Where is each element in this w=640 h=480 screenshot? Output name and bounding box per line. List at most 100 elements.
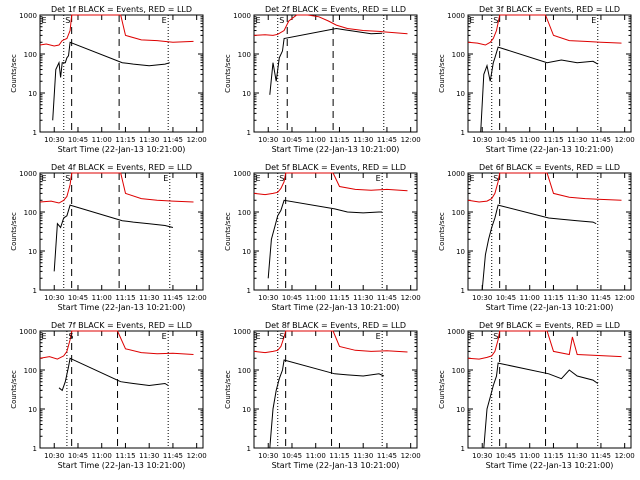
x-tick-label: 10:30: [472, 452, 492, 460]
panel-title: Det 8f BLACK = Events, RED = LLD: [265, 321, 406, 330]
y-axis-label: Counts/sec: [438, 54, 446, 93]
x-tick-label: 11:00: [92, 294, 112, 302]
x-axis-label: Start Time (22-Jan-13 10:21:00): [58, 145, 186, 154]
y-tick-label: 1000: [233, 170, 251, 178]
plot-frame: [467, 330, 632, 449]
panel-title: Det 2f BLACK = Events, RED = LLD: [265, 5, 406, 14]
series-line-lld: [39, 172, 194, 204]
x-tick-label: 11:45: [377, 136, 397, 144]
phase-marker-s: S: [279, 332, 284, 341]
plot-frame: [253, 14, 418, 133]
x-tick-label: 11:45: [163, 136, 183, 144]
y-tick-label: 100: [238, 51, 251, 59]
x-tick-label: 10:30: [258, 294, 278, 302]
x-tick-label: 10:45: [282, 452, 302, 460]
y-tick-label: 1: [247, 445, 251, 453]
series-line-lld: [253, 172, 408, 196]
x-tick-label: 11:00: [520, 294, 540, 302]
panel-det-5: Det 5f BLACK = Events, RED = LLD Start Ti…: [224, 163, 421, 312]
y-tick-label: 1000: [19, 12, 37, 20]
x-axis-label: Start Time (22-Jan-13 10:21:00): [486, 145, 614, 154]
phase-marker-s: S: [493, 174, 498, 183]
series-line-events: [267, 199, 383, 279]
x-tick-label: 11:15: [543, 452, 563, 460]
x-tick-label: 11:45: [163, 294, 183, 302]
y-axis-label: Counts/sec: [224, 370, 232, 409]
y-tick-label: 100: [24, 209, 37, 217]
phase-marker-e: E: [162, 16, 167, 25]
plot-frame: [467, 172, 632, 291]
x-tick-label: 10:45: [282, 136, 302, 144]
panel-title: Det 9f BLACK = Events, RED = LLD: [479, 321, 620, 330]
x-tick-label: 11:15: [329, 452, 349, 460]
y-tick-label: 100: [452, 367, 465, 375]
panel-det-3: Det 3f BLACK = Events, RED = LLD Start Ti…: [438, 5, 635, 154]
y-tick-label: 100: [452, 209, 465, 217]
x-axis-label: Start Time (22-Jan-13 10:21:00): [272, 145, 400, 154]
y-tick-label: 10: [456, 248, 465, 256]
x-tick-label: 11:00: [306, 294, 326, 302]
y-tick-label: 1: [461, 287, 465, 295]
x-tick-label: 11:00: [520, 452, 540, 460]
x-tick-label: 11:00: [92, 136, 112, 144]
y-tick-label: 100: [238, 209, 251, 217]
x-tick-label: 10:30: [44, 136, 64, 144]
y-tick-label: 1: [461, 129, 465, 137]
y-tick-label: 1: [247, 129, 251, 137]
x-axis-label: Start Time (22-Jan-13 10:21:00): [272, 461, 400, 470]
panel-det-8: Det 8f BLACK = Events, RED = LLD Start Ti…: [224, 321, 421, 470]
y-tick-label: 1000: [19, 328, 37, 336]
plot-frame: [39, 172, 204, 291]
y-axis-label: Counts/sec: [10, 212, 18, 251]
x-tick-label: 10:45: [68, 452, 88, 460]
y-axis-label: Counts/sec: [438, 212, 446, 251]
x-tick-label: 11:30: [567, 136, 587, 144]
series-line-events: [481, 204, 597, 291]
phase-marker-s: S: [493, 332, 498, 341]
series-line-events: [483, 362, 599, 449]
phase-marker-e: E: [41, 332, 46, 341]
x-tick-label: 11:30: [353, 452, 373, 460]
x-tick-label: 11:30: [567, 452, 587, 460]
y-tick-label: 10: [28, 248, 37, 256]
x-axis-label: Start Time (22-Jan-13 10:21:00): [58, 461, 186, 470]
phase-marker-e: E: [469, 16, 474, 25]
y-tick-label: 1000: [233, 328, 251, 336]
panel-det-7: Det 7f BLACK = Events, RED = LLD Start Ti…: [10, 321, 207, 470]
panel-det-1: Det 1f BLACK = Events, RED = LLD Start Ti…: [10, 5, 207, 154]
series-line-events: [52, 41, 170, 121]
panel-title: Det 7f BLACK = Events, RED = LLD: [51, 321, 192, 330]
x-tick-label: 11:30: [353, 294, 373, 302]
plot-frame: [39, 14, 204, 133]
series-line-lld: [253, 14, 408, 36]
phase-marker-s: S: [68, 332, 73, 341]
phase-marker-e: E: [255, 16, 260, 25]
x-tick-label: 11:00: [306, 136, 326, 144]
panel-det-4: Det 4f BLACK = Events, RED = LLD Start Ti…: [10, 163, 207, 312]
panel-title: Det 4f BLACK = Events, RED = LLD: [51, 163, 192, 172]
x-tick-label: 10:45: [68, 136, 88, 144]
phase-marker-e: E: [41, 16, 46, 25]
y-tick-label: 10: [456, 406, 465, 414]
phase-marker-s: S: [65, 16, 70, 25]
phase-marker-e: E: [163, 174, 168, 183]
y-tick-label: 10: [28, 90, 37, 98]
phase-marker-s: S: [279, 16, 284, 25]
phase-marker-e: E: [591, 16, 596, 25]
x-axis-label: Start Time (22-Jan-13 10:21:00): [272, 303, 400, 312]
x-tick-label: 10:30: [472, 136, 492, 144]
y-tick-label: 1000: [233, 12, 251, 20]
x-tick-label: 12:00: [187, 452, 207, 460]
y-tick-label: 1000: [447, 12, 465, 20]
y-tick-label: 10: [242, 248, 251, 256]
x-tick-label: 10:30: [472, 294, 492, 302]
y-tick-label: 1: [461, 445, 465, 453]
x-tick-label: 10:45: [496, 136, 516, 144]
phase-marker-e: E: [376, 332, 381, 341]
panel-title: Det 6f BLACK = Events, RED = LLD: [479, 163, 620, 172]
plot-frame: [39, 330, 204, 449]
plot-frame: [253, 330, 418, 449]
series-line-lld: [39, 330, 194, 360]
y-tick-label: 100: [24, 51, 37, 59]
x-tick-label: 11:45: [163, 452, 183, 460]
